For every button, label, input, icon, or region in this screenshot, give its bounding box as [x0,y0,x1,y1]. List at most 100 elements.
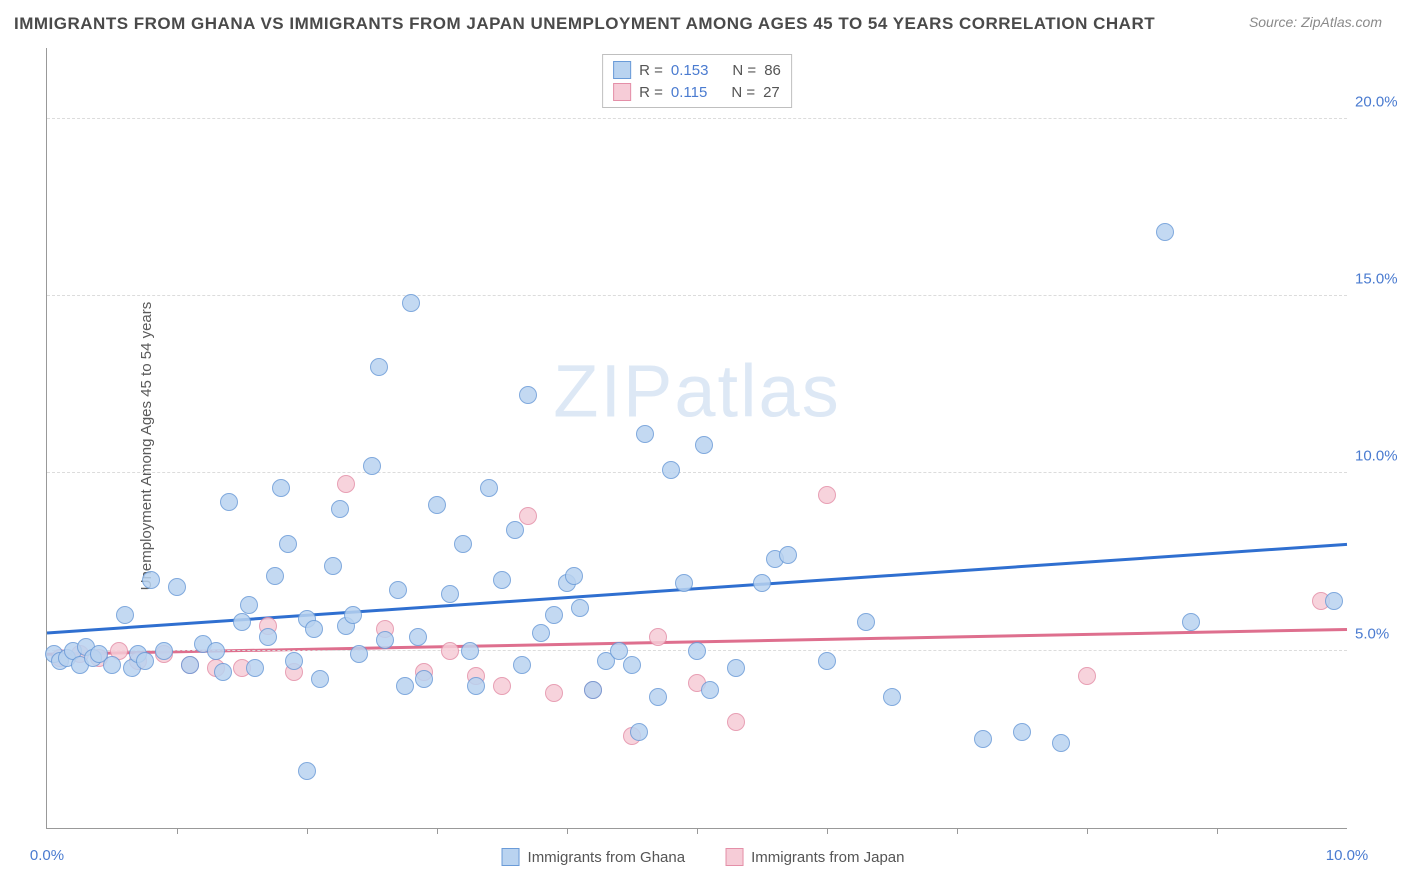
scatter-point-ghana [298,762,316,780]
scatter-point-japan [649,628,667,646]
scatter-point-ghana [701,681,719,699]
scatter-point-ghana [376,631,394,649]
x-tick-mark [307,828,308,834]
scatter-point-ghana [662,461,680,479]
scatter-point-ghana [324,557,342,575]
scatter-point-ghana [415,670,433,688]
scatter-point-ghana [305,620,323,638]
scatter-point-ghana [285,652,303,670]
legend-series-label: Immigrants from Japan [751,849,904,866]
y-tick-label: 20.0% [1355,93,1405,110]
scatter-point-ghana [344,606,362,624]
legend-n-label: N = [731,84,755,101]
gridline [47,472,1347,473]
legend-series: Immigrants from Ghana Immigrants from Jap… [502,848,905,866]
scatter-point-ghana [441,585,459,603]
watermark-atlas: atlas [674,350,840,433]
legend-series-label: Immigrants from Ghana [528,849,686,866]
scatter-point-ghana [584,681,602,699]
scatter-point-ghana [974,730,992,748]
scatter-point-ghana [513,656,531,674]
scatter-point-ghana [649,688,667,706]
x-tick-mark [1087,828,1088,834]
scatter-point-ghana [266,567,284,585]
legend-r-label: R = [639,62,663,79]
scatter-point-ghana [779,546,797,564]
scatter-point-japan [727,713,745,731]
legend-swatch [613,83,631,101]
scatter-point-ghana [1013,723,1031,741]
scatter-point-ghana [493,571,511,589]
scatter-point-ghana [409,628,427,646]
scatter-point-japan [519,507,537,525]
scatter-point-ghana [883,688,901,706]
y-tick-label: 5.0% [1355,625,1405,642]
scatter-point-japan [493,677,511,695]
x-tick-label: 10.0% [1326,847,1369,864]
scatter-point-ghana [675,574,693,592]
scatter-point-ghana [630,723,648,741]
scatter-point-ghana [545,606,563,624]
scatter-point-ghana [272,479,290,497]
scatter-point-ghana [240,596,258,614]
y-tick-label: 10.0% [1355,448,1405,465]
scatter-point-ghana [532,624,550,642]
scatter-point-ghana [350,645,368,663]
scatter-point-ghana [402,294,420,312]
scatter-point-ghana [220,493,238,511]
plot-area: ZIPatlas R =0.153N =86R =0.115N =27 5.0%… [46,48,1347,829]
y-tick-label: 15.0% [1355,271,1405,288]
x-tick-label: 0.0% [30,847,64,864]
watermark-zip: ZIP [553,350,674,433]
legend-swatch [613,61,631,79]
scatter-point-ghana [103,656,121,674]
scatter-point-ghana [311,670,329,688]
legend-correlation: R =0.153N =86R = 0.115 N = 27 [602,54,792,108]
scatter-point-ghana [636,425,654,443]
legend-row-ghana: R =0.153N =86 [613,59,781,81]
scatter-point-ghana [155,642,173,660]
legend-n-label: N = [732,62,756,79]
scatter-point-ghana [1182,613,1200,631]
x-tick-mark [437,828,438,834]
legend-item-japan: Immigrants from Japan [725,848,904,866]
scatter-point-ghana [506,521,524,539]
scatter-point-ghana [1052,734,1070,752]
x-tick-mark [957,828,958,834]
gridline [47,118,1347,119]
scatter-point-japan [818,486,836,504]
scatter-point-japan [337,475,355,493]
scatter-point-ghana [695,436,713,454]
scatter-point-japan [441,642,459,660]
scatter-point-ghana [565,567,583,585]
scatter-point-ghana [136,652,154,670]
scatter-point-ghana [571,599,589,617]
x-tick-mark [697,828,698,834]
scatter-point-ghana [727,659,745,677]
x-tick-mark [567,828,568,834]
gridline [47,295,1347,296]
scatter-point-ghana [389,581,407,599]
scatter-point-ghana [1325,592,1343,610]
scatter-point-ghana [467,677,485,695]
x-tick-mark [827,828,828,834]
scatter-point-japan [545,684,563,702]
legend-swatch [725,848,743,866]
scatter-point-ghana [396,677,414,695]
legend-r-value: 0.115 [671,84,707,101]
scatter-point-ghana [279,535,297,553]
scatter-point-ghana [246,659,264,677]
scatter-point-ghana [181,656,199,674]
scatter-point-ghana [461,642,479,660]
x-tick-mark [1217,828,1218,834]
scatter-point-japan [1078,667,1096,685]
watermark: ZIPatlas [553,349,840,434]
legend-n-value: 27 [763,84,780,101]
scatter-point-ghana [370,358,388,376]
legend-item-ghana: Immigrants from Ghana [502,848,686,866]
scatter-point-ghana [857,613,875,631]
scatter-point-ghana [480,479,498,497]
scatter-point-ghana [623,656,641,674]
scatter-point-ghana [688,642,706,660]
x-tick-mark [177,828,178,834]
